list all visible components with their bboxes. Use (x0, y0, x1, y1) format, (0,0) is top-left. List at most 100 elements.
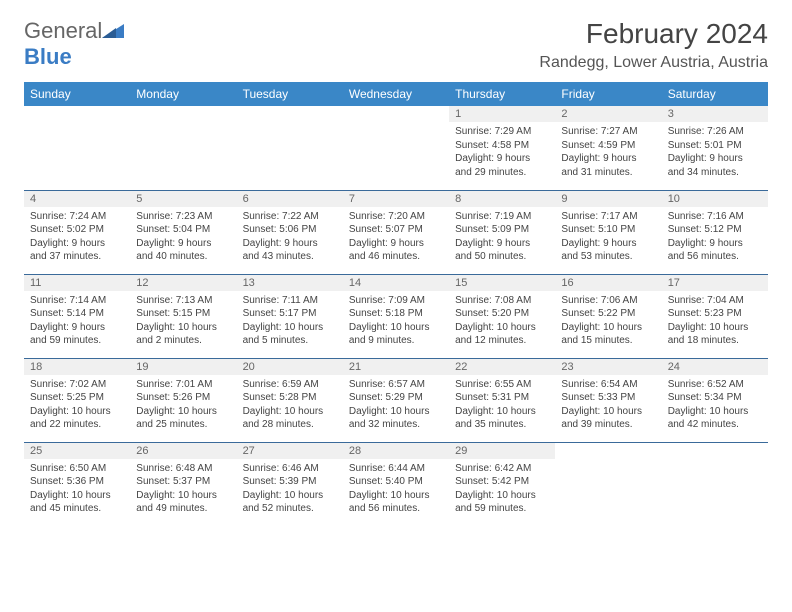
day-details: Sunrise: 7:06 AMSunset: 5:22 PMDaylight:… (555, 291, 661, 352)
calendar-cell: 7Sunrise: 7:20 AMSunset: 5:07 PMDaylight… (343, 190, 449, 274)
calendar-cell: 3Sunrise: 7:26 AMSunset: 5:01 PMDaylight… (662, 106, 768, 190)
weekday-header: Tuesday (237, 82, 343, 106)
detail-line: and 25 minutes. (136, 418, 230, 432)
day-details: Sunrise: 6:55 AMSunset: 5:31 PMDaylight:… (449, 375, 555, 436)
detail-line: Sunset: 5:09 PM (455, 223, 549, 237)
detail-line: Sunset: 5:40 PM (349, 475, 443, 489)
calendar-cell: 24Sunrise: 6:52 AMSunset: 5:34 PMDayligh… (662, 358, 768, 442)
day-number: 15 (449, 275, 555, 291)
detail-line: Sunset: 5:26 PM (136, 391, 230, 405)
day-number: 19 (130, 359, 236, 375)
detail-line: and 56 minutes. (349, 502, 443, 516)
detail-line: Sunrise: 7:04 AM (668, 294, 762, 308)
day-details: Sunrise: 7:17 AMSunset: 5:10 PMDaylight:… (555, 207, 661, 268)
calendar-cell: 10Sunrise: 7:16 AMSunset: 5:12 PMDayligh… (662, 190, 768, 274)
calendar-body: 1Sunrise: 7:29 AMSunset: 4:58 PMDaylight… (24, 106, 768, 526)
detail-line: and 35 minutes. (455, 418, 549, 432)
weekday-header: Sunday (24, 82, 130, 106)
detail-line: Sunset: 5:04 PM (136, 223, 230, 237)
day-details: Sunrise: 7:19 AMSunset: 5:09 PMDaylight:… (449, 207, 555, 268)
day-details: Sunrise: 7:01 AMSunset: 5:26 PMDaylight:… (130, 375, 236, 436)
detail-line: Sunrise: 7:24 AM (30, 210, 124, 224)
day-details: Sunrise: 7:27 AMSunset: 4:59 PMDaylight:… (555, 122, 661, 183)
detail-line: Sunset: 5:10 PM (561, 223, 655, 237)
weekday-header-row: SundayMondayTuesdayWednesdayThursdayFrid… (24, 82, 768, 106)
calendar-cell: 23Sunrise: 6:54 AMSunset: 5:33 PMDayligh… (555, 358, 661, 442)
detail-line: and 53 minutes. (561, 250, 655, 264)
day-details: Sunrise: 7:11 AMSunset: 5:17 PMDaylight:… (237, 291, 343, 352)
calendar-cell: 2Sunrise: 7:27 AMSunset: 4:59 PMDaylight… (555, 106, 661, 190)
detail-line: Daylight: 10 hours (668, 405, 762, 419)
day-details: Sunrise: 7:23 AMSunset: 5:04 PMDaylight:… (130, 207, 236, 268)
calendar-cell: 9Sunrise: 7:17 AMSunset: 5:10 PMDaylight… (555, 190, 661, 274)
day-details: Sunrise: 7:29 AMSunset: 4:58 PMDaylight:… (449, 122, 555, 183)
detail-line: Daylight: 10 hours (455, 321, 549, 335)
calendar-cell (237, 106, 343, 190)
detail-line: Sunset: 5:31 PM (455, 391, 549, 405)
detail-line: Daylight: 10 hours (349, 489, 443, 503)
calendar-cell: 20Sunrise: 6:59 AMSunset: 5:28 PMDayligh… (237, 358, 343, 442)
calendar-cell: 27Sunrise: 6:46 AMSunset: 5:39 PMDayligh… (237, 442, 343, 526)
detail-line: and 22 minutes. (30, 418, 124, 432)
day-details: Sunrise: 7:04 AMSunset: 5:23 PMDaylight:… (662, 291, 768, 352)
detail-line: Sunset: 5:14 PM (30, 307, 124, 321)
detail-line: Daylight: 9 hours (243, 237, 337, 251)
detail-line: Sunrise: 6:48 AM (136, 462, 230, 476)
detail-line: and 31 minutes. (561, 166, 655, 180)
detail-line: Daylight: 10 hours (455, 405, 549, 419)
detail-line: Daylight: 10 hours (30, 489, 124, 503)
detail-line: Daylight: 9 hours (349, 237, 443, 251)
calendar-cell: 6Sunrise: 7:22 AMSunset: 5:06 PMDaylight… (237, 190, 343, 274)
detail-line: Sunset: 5:12 PM (668, 223, 762, 237)
day-details: Sunrise: 7:13 AMSunset: 5:15 PMDaylight:… (130, 291, 236, 352)
detail-line: Sunrise: 7:16 AM (668, 210, 762, 224)
day-number: 12 (130, 275, 236, 291)
detail-line: Daylight: 9 hours (30, 321, 124, 335)
day-number: 27 (237, 443, 343, 459)
detail-line: and 49 minutes. (136, 502, 230, 516)
detail-line: Sunset: 5:18 PM (349, 307, 443, 321)
detail-line: Daylight: 9 hours (455, 237, 549, 251)
detail-line: and 52 minutes. (243, 502, 337, 516)
detail-line: Daylight: 10 hours (243, 405, 337, 419)
day-details: Sunrise: 6:46 AMSunset: 5:39 PMDaylight:… (237, 459, 343, 520)
detail-line: and 2 minutes. (136, 334, 230, 348)
header: General Blue February 2024 Randegg, Lowe… (24, 18, 768, 72)
detail-line: Sunrise: 7:08 AM (455, 294, 549, 308)
detail-line: Sunrise: 7:27 AM (561, 125, 655, 139)
day-details: Sunrise: 7:09 AMSunset: 5:18 PMDaylight:… (343, 291, 449, 352)
calendar-cell: 25Sunrise: 6:50 AMSunset: 5:36 PMDayligh… (24, 442, 130, 526)
detail-line: Daylight: 9 hours (668, 152, 762, 166)
detail-line: Daylight: 10 hours (136, 321, 230, 335)
detail-line: and 42 minutes. (668, 418, 762, 432)
day-number: 3 (662, 106, 768, 122)
detail-line: Daylight: 10 hours (349, 405, 443, 419)
detail-line: Daylight: 9 hours (30, 237, 124, 251)
calendar-cell: 8Sunrise: 7:19 AMSunset: 5:09 PMDaylight… (449, 190, 555, 274)
calendar-cell: 17Sunrise: 7:04 AMSunset: 5:23 PMDayligh… (662, 274, 768, 358)
day-details: Sunrise: 6:59 AMSunset: 5:28 PMDaylight:… (237, 375, 343, 436)
day-number: 22 (449, 359, 555, 375)
detail-line: and 5 minutes. (243, 334, 337, 348)
day-number: 24 (662, 359, 768, 375)
detail-line: Sunrise: 7:19 AM (455, 210, 549, 224)
day-details: Sunrise: 7:16 AMSunset: 5:12 PMDaylight:… (662, 207, 768, 268)
day-number: 11 (24, 275, 130, 291)
detail-line: and 40 minutes. (136, 250, 230, 264)
detail-line: Sunset: 5:06 PM (243, 223, 337, 237)
day-number: 23 (555, 359, 661, 375)
detail-line: Sunset: 5:02 PM (30, 223, 124, 237)
brand-word2: Blue (24, 44, 72, 69)
detail-line: Sunrise: 6:52 AM (668, 378, 762, 392)
weekday-header: Saturday (662, 82, 768, 106)
calendar-cell: 18Sunrise: 7:02 AMSunset: 5:25 PMDayligh… (24, 358, 130, 442)
day-details: Sunrise: 6:52 AMSunset: 5:34 PMDaylight:… (662, 375, 768, 436)
day-details: Sunrise: 7:26 AMSunset: 5:01 PMDaylight:… (662, 122, 768, 183)
title-block: February 2024 Randegg, Lower Austria, Au… (539, 18, 768, 72)
detail-line: and 12 minutes. (455, 334, 549, 348)
day-details: Sunrise: 6:50 AMSunset: 5:36 PMDaylight:… (24, 459, 130, 520)
detail-line: Sunrise: 7:14 AM (30, 294, 124, 308)
detail-line: Sunset: 5:34 PM (668, 391, 762, 405)
calendar-cell (24, 106, 130, 190)
day-details: Sunrise: 7:22 AMSunset: 5:06 PMDaylight:… (237, 207, 343, 268)
